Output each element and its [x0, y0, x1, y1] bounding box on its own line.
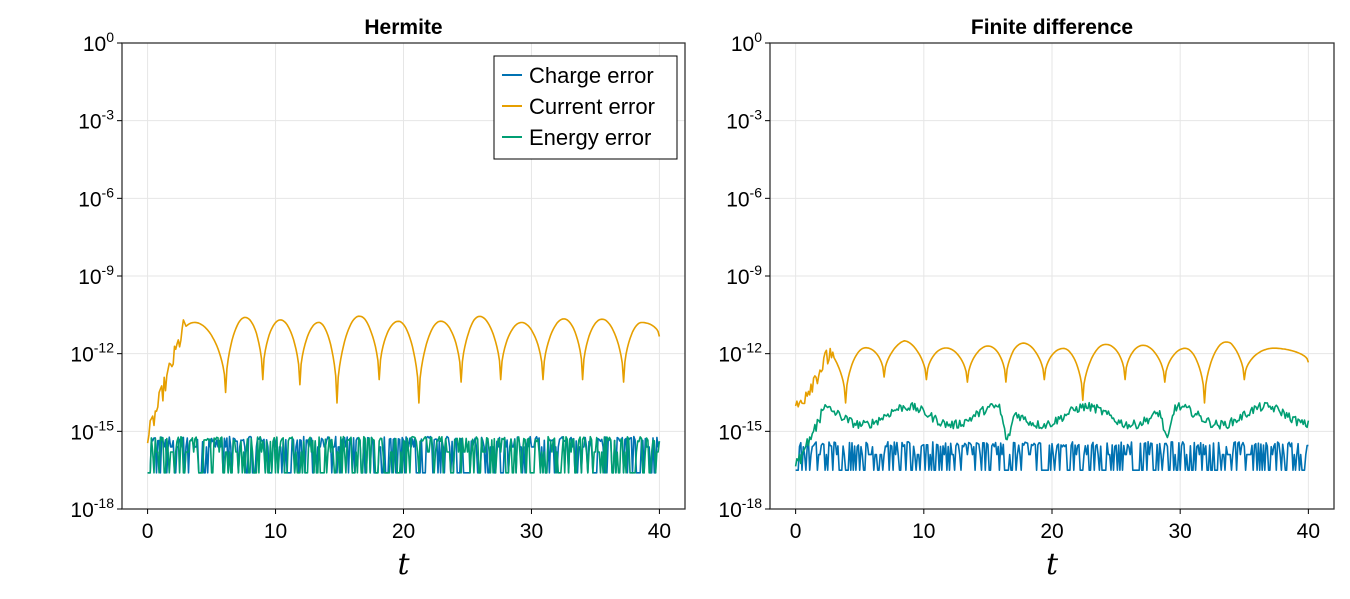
y-tick-label: 10-12	[718, 340, 762, 367]
y-tick-base: 10	[731, 33, 754, 56]
x-axis-label: t	[1046, 547, 1059, 582]
y-tick-label: 10-15	[70, 417, 114, 444]
y-tick-label: 10-18	[718, 495, 762, 522]
legend-label: Energy error	[529, 125, 651, 150]
y-tick-exponent: -18	[742, 495, 762, 511]
y-tick-exponent: 0	[106, 29, 114, 45]
chart-title: Finite difference	[971, 16, 1133, 39]
y-tick-label: 10-12	[70, 340, 114, 367]
y-tick-exponent: -15	[742, 417, 762, 433]
x-tick-label: 30	[1169, 520, 1192, 543]
series-line-energy-error	[794, 401, 1310, 467]
y-tick-base: 10	[718, 421, 741, 444]
y-tick-exponent: -12	[742, 340, 762, 356]
y-tick-label: 100	[83, 29, 114, 56]
y-tick-base: 10	[70, 421, 93, 444]
y-tick-exponent: -3	[750, 107, 763, 123]
y-tick-label: 10-9	[726, 262, 762, 289]
x-tick-label: 40	[1297, 520, 1320, 543]
x-tick-label: 10	[912, 520, 935, 543]
x-tick-label: 20	[1040, 520, 1063, 543]
y-tick-exponent: -9	[102, 262, 115, 278]
y-tick-label: 10-3	[726, 107, 762, 134]
y-tick-label: 10-6	[78, 184, 114, 211]
y-tick-exponent: -3	[102, 107, 115, 123]
y-tick-label: 100	[731, 29, 762, 56]
legend-box	[493, 55, 678, 160]
y-tick-exponent: 0	[754, 29, 762, 45]
y-tick-label: 10-9	[78, 262, 114, 289]
y-tick-label: 10-3	[78, 107, 114, 134]
x-tick-label: 0	[790, 520, 802, 543]
y-tick-base: 10	[726, 266, 749, 289]
y-tick-exponent: -6	[750, 184, 763, 200]
y-tick-exponent: -15	[94, 417, 114, 433]
x-tick-label: 20	[392, 520, 415, 543]
x-axis-label: t	[397, 547, 410, 582]
y-tick-base: 10	[78, 266, 101, 289]
y-tick-exponent: -6	[102, 184, 115, 200]
legend-label: Charge error	[529, 63, 654, 88]
y-tick-base: 10	[83, 33, 106, 56]
y-tick-exponent: -18	[94, 495, 114, 511]
y-tick-exponent: -12	[94, 340, 114, 356]
x-tick-label: 0	[142, 520, 154, 543]
y-tick-base: 10	[718, 344, 741, 367]
y-tick-label: 10-15	[718, 417, 762, 444]
y-tick-base: 10	[718, 499, 741, 522]
legend-label: Current error	[529, 94, 655, 119]
y-tick-base: 10	[726, 111, 749, 134]
y-tick-base: 10	[70, 499, 93, 522]
y-tick-base: 10	[78, 111, 101, 134]
y-tick-label: 10-6	[726, 184, 762, 211]
y-tick-base: 10	[78, 188, 101, 211]
series-line-charge-error	[795, 440, 1309, 471]
series-line-energy-error	[147, 435, 661, 474]
x-tick-label: 40	[648, 520, 671, 543]
y-tick-base: 10	[70, 344, 93, 367]
chart-title: Hermite	[364, 16, 442, 39]
y-tick-exponent: -9	[750, 262, 763, 278]
y-tick-label: 10-18	[70, 495, 114, 522]
x-tick-label: 10	[264, 520, 287, 543]
x-tick-label: 30	[520, 520, 543, 543]
series-line-current-error	[146, 315, 661, 444]
y-tick-base: 10	[726, 188, 749, 211]
series-line-current-error	[794, 340, 1310, 408]
